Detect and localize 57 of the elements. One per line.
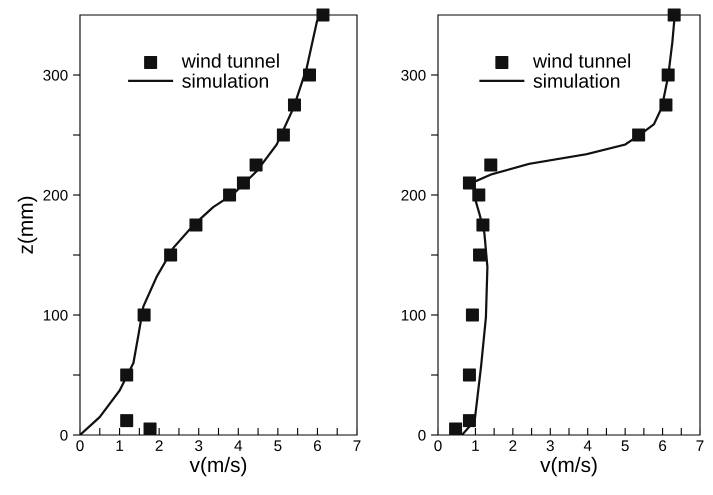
point — [659, 98, 672, 112]
point — [303, 68, 316, 82]
x-axis-title: v(m/s) — [540, 456, 597, 476]
point — [316, 8, 330, 22]
point — [449, 422, 462, 436]
x-tick-label: 7 — [354, 440, 360, 451]
point — [662, 68, 675, 82]
x-tick-label: 5 — [274, 440, 282, 452]
point — [473, 248, 486, 262]
point — [120, 414, 134, 428]
point — [472, 188, 486, 202]
x-tick-label: 1 — [116, 440, 124, 451]
y-tick-label: 200 — [401, 190, 426, 201]
point — [476, 218, 490, 232]
y-tick-label: 200 — [43, 190, 68, 201]
legend-label: wind tunnel — [182, 54, 279, 68]
point — [276, 128, 290, 142]
point — [462, 414, 476, 428]
point — [466, 308, 479, 322]
y-tick-label: 300 — [401, 70, 426, 81]
x-tick-label: 3 — [195, 440, 202, 452]
point — [189, 218, 202, 232]
y-tick-label: 100 — [44, 310, 68, 321]
point — [250, 158, 263, 172]
point — [462, 368, 476, 382]
x-tick-label: 6 — [659, 440, 666, 452]
point — [144, 422, 157, 436]
y-tick-label: 0 — [418, 430, 426, 441]
x-tick-label: 4 — [234, 440, 242, 451]
point — [668, 8, 681, 22]
x-tick-label: 2 — [156, 440, 163, 451]
y-tick-label: 300 — [43, 70, 68, 81]
point — [223, 188, 236, 202]
x-tick-label: 4 — [584, 440, 592, 451]
x-tick-label: 5 — [622, 440, 629, 452]
point — [236, 176, 250, 190]
y-axis-title: z(mm) — [18, 196, 38, 254]
x-tick-label: 3 — [546, 440, 554, 452]
x-axis-title: v(m/s) — [190, 456, 246, 476]
x-tick-label: 0 — [434, 440, 442, 452]
point — [138, 308, 151, 322]
x-tick-label: 0 — [76, 440, 84, 452]
y-tick-label: 0 — [60, 430, 68, 441]
point — [120, 368, 134, 382]
y-tick-label: 100 — [402, 310, 426, 321]
legend-label: wind tunnel — [532, 54, 630, 68]
point — [462, 176, 476, 190]
x-tick-label: 7 — [696, 440, 704, 451]
point — [632, 128, 646, 142]
point — [288, 98, 301, 112]
legend-label: simulation — [182, 74, 268, 88]
x-tick-label: 2 — [509, 440, 516, 451]
x-tick-label: 6 — [314, 440, 322, 452]
point — [484, 158, 498, 172]
point — [164, 248, 178, 262]
x-tick-label: 1 — [472, 440, 479, 451]
legend-label: simulation — [534, 74, 620, 88]
